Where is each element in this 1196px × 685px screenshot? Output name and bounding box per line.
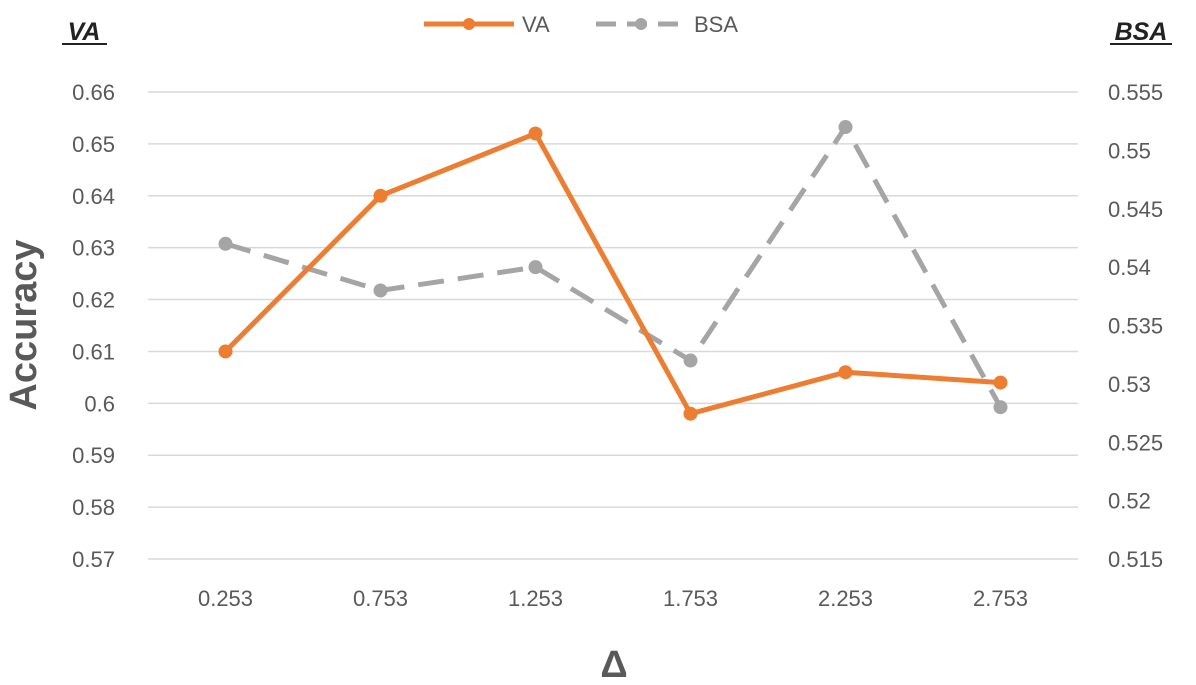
left-tick-label: 0.63 — [72, 236, 115, 261]
data-point-va — [683, 406, 698, 421]
left-tick-label: 0.58 — [72, 495, 115, 520]
legend-marker-bsa — [635, 18, 647, 30]
data-point-bsa — [218, 236, 233, 251]
left-tick-label: 0.66 — [72, 80, 115, 105]
right-axis-ticks: 0.555 0.55 0.545 0.54 0.535 0.53 0.525 0.52 0.51… — [1108, 80, 1163, 572]
right-tick-label: 0.555 — [1108, 80, 1163, 105]
left-tick-label: 0.6 — [84, 391, 115, 416]
data-point-bsa — [373, 283, 388, 298]
legend-marker-va — [463, 18, 475, 30]
x-tick-label: 1.753 — [663, 586, 718, 611]
series-layer — [218, 120, 1008, 421]
legend-label-bsa: BSA — [694, 12, 738, 37]
left-tick-label: 0.59 — [72, 443, 115, 468]
gridlines — [148, 91, 1078, 560]
right-tick-label: 0.545 — [1108, 197, 1163, 222]
x-tick-label: 0.253 — [198, 586, 253, 611]
right-tick-label: 0.515 — [1108, 547, 1163, 572]
data-point-bsa — [683, 353, 698, 368]
data-point-va — [993, 375, 1008, 390]
x-tick-label: 1.253 — [508, 586, 563, 611]
series-line-va — [223, 131, 1001, 417]
right-tick-label: 0.52 — [1108, 489, 1151, 514]
right-tick-label: 0.535 — [1108, 314, 1163, 339]
x-axis-label: Δ — [600, 644, 627, 685]
data-point-va — [838, 365, 853, 380]
left-tick-label: 0.64 — [72, 184, 115, 209]
legend: VA BSA — [424, 12, 738, 37]
left-tick-label: 0.65 — [72, 132, 115, 157]
left-axis-title: VA — [68, 18, 101, 46]
x-tick-label: 0.753 — [353, 586, 408, 611]
right-tick-label: 0.54 — [1108, 255, 1151, 280]
x-tick-label: 2.753 — [973, 586, 1028, 611]
x-tick-label: 2.253 — [818, 586, 873, 611]
series-line-bsa — [224, 124, 1003, 409]
y-axis-label: Accuracy — [3, 239, 45, 410]
x-axis-ticks: 0.253 0.753 1.253 1.753 2.253 2.753 — [198, 586, 1028, 611]
right-tick-label: 0.53 — [1108, 372, 1151, 397]
left-axis-ticks: 0.66 0.65 0.64 0.63 0.62 0.61 0.6 0.59 0.58 0.57 — [72, 80, 115, 572]
right-tick-label: 0.55 — [1108, 138, 1151, 163]
data-point-bsa — [528, 260, 543, 275]
left-tick-label: 0.62 — [72, 288, 115, 313]
legend-label-va: VA — [522, 12, 550, 37]
data-point-va — [528, 126, 543, 141]
left-tick-label: 0.61 — [72, 339, 115, 364]
data-point-bsa — [838, 120, 853, 135]
right-axis-title: BSA — [1115, 18, 1168, 46]
data-point-bsa — [993, 400, 1008, 415]
left-tick-label: 0.57 — [72, 547, 115, 572]
data-point-va — [218, 344, 233, 359]
data-point-va — [373, 188, 388, 203]
right-tick-label: 0.525 — [1108, 430, 1163, 455]
